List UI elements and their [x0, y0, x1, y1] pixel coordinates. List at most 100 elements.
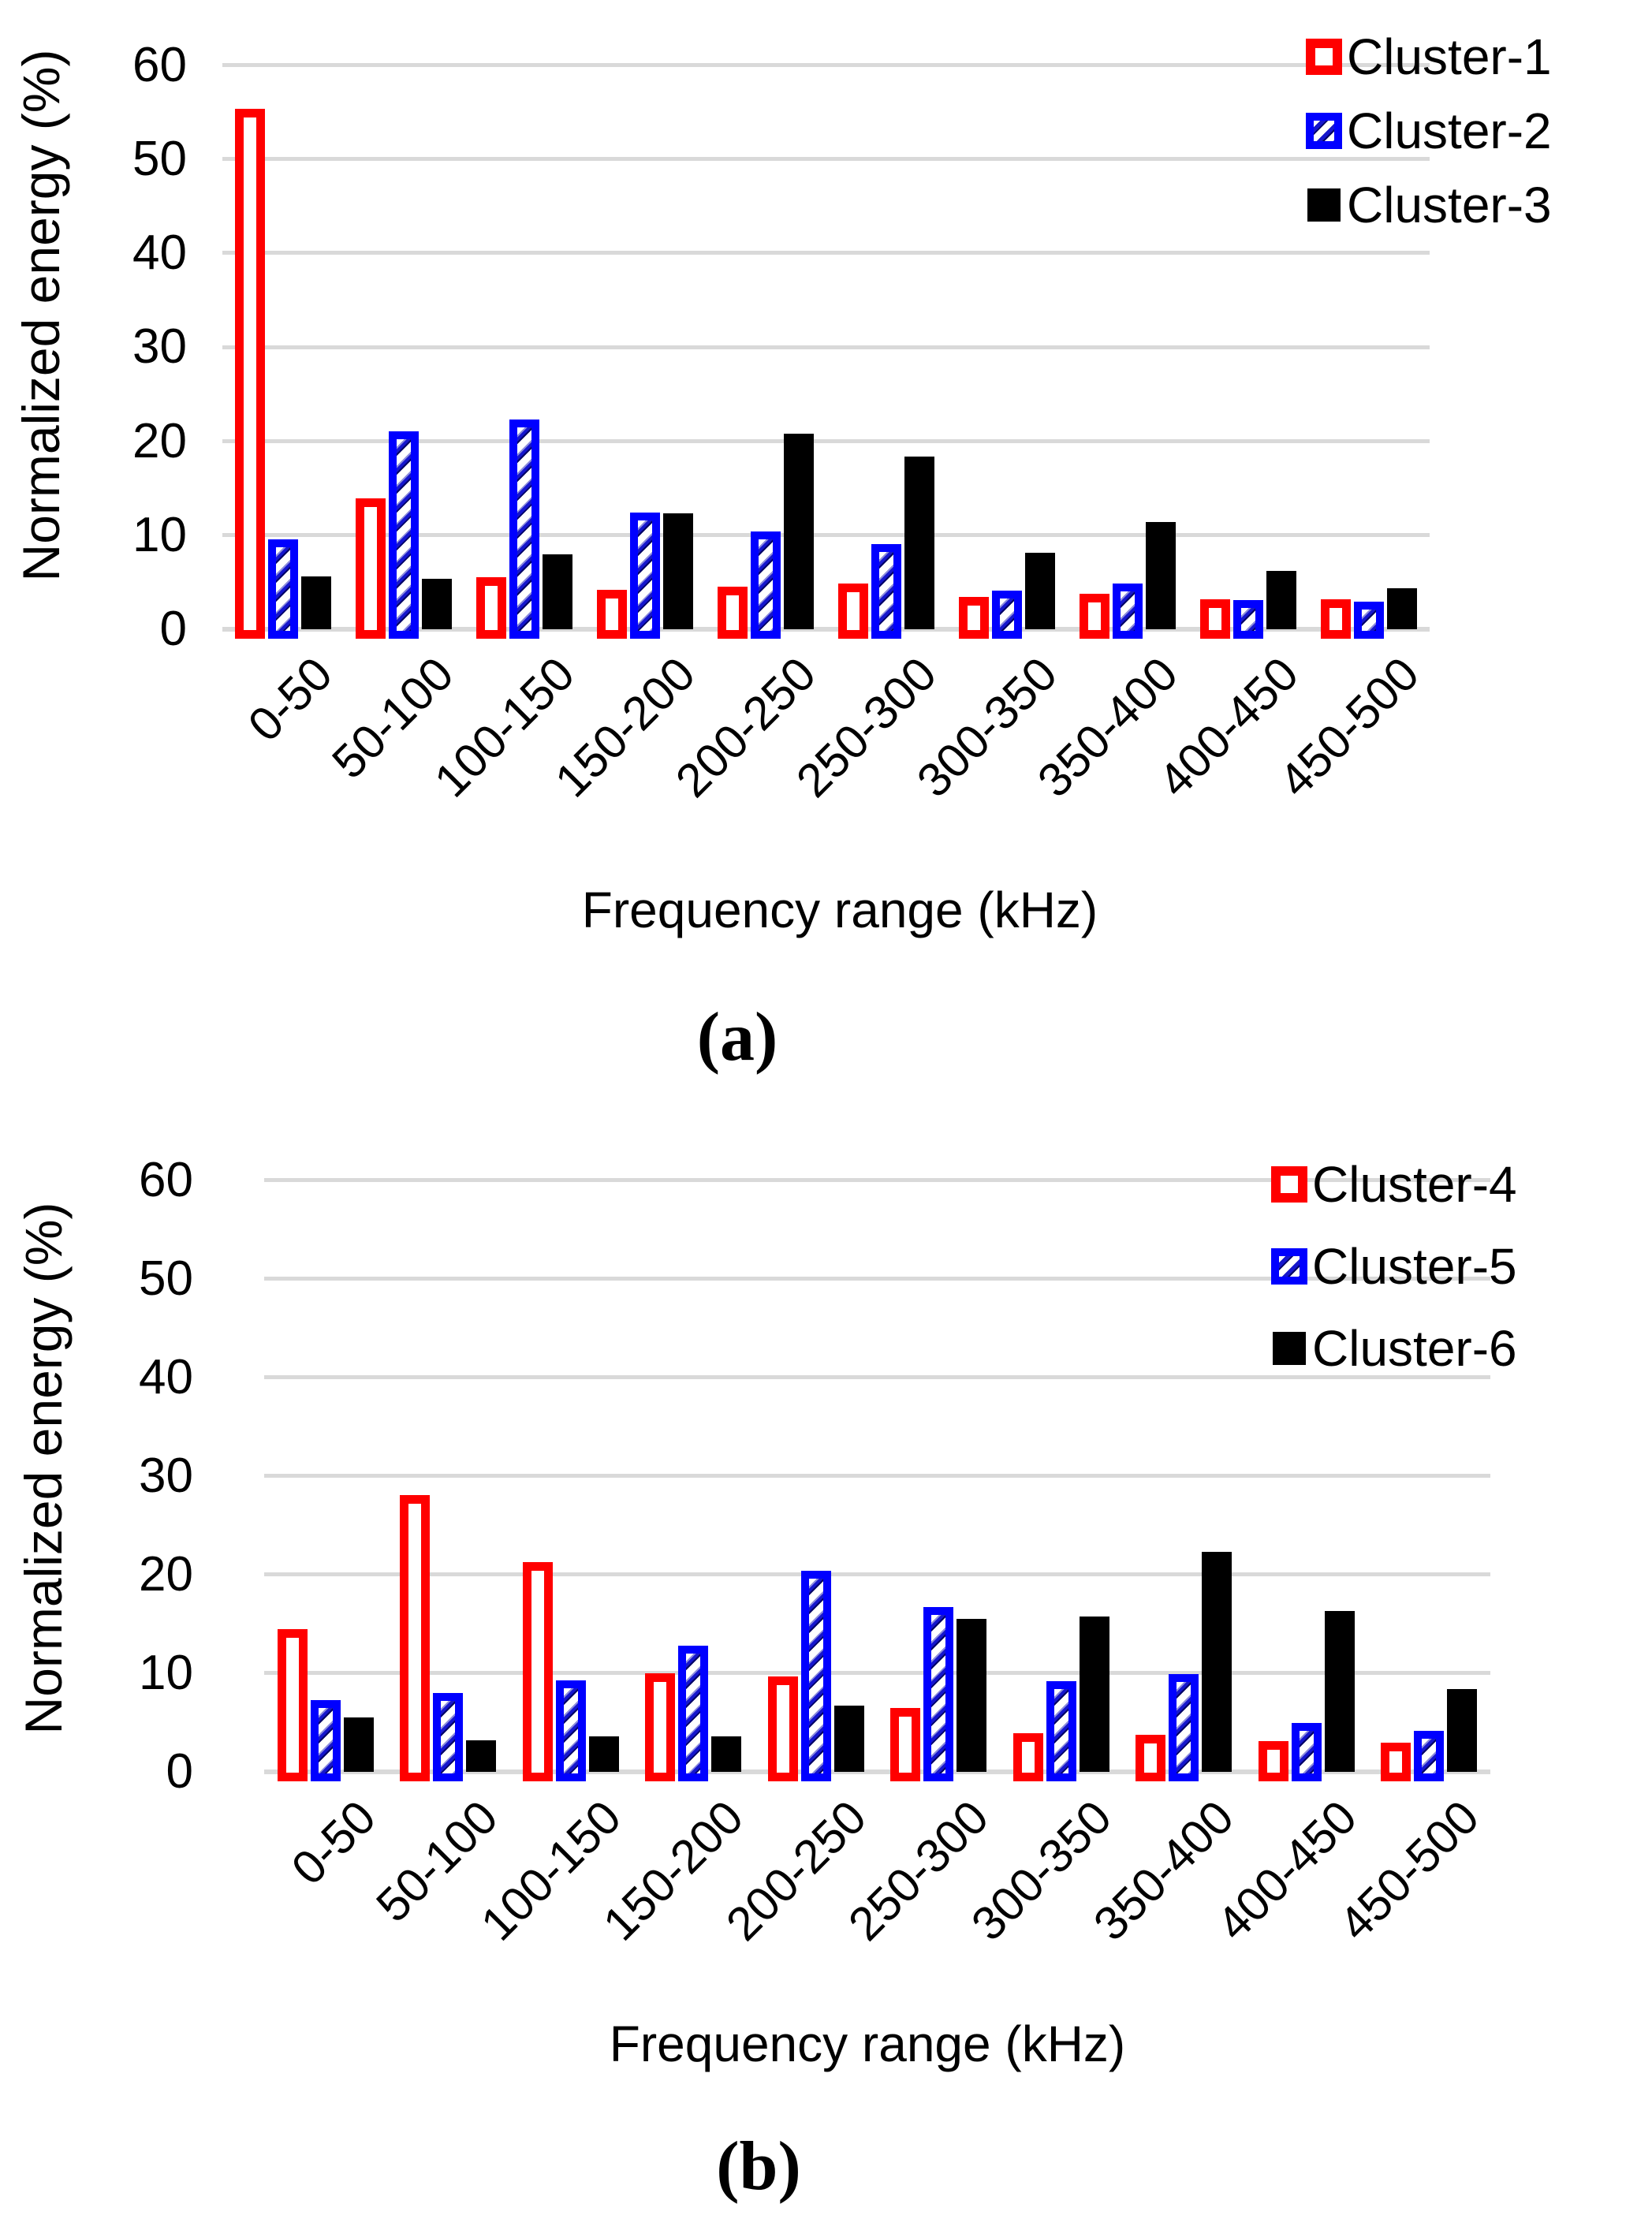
legend-item-cluster-4: Cluster-4 [1271, 1158, 1517, 1211]
y-tick-10-b: 10 [139, 1646, 193, 1700]
bar-cluster-2-250-300 [871, 543, 902, 639]
bar-cluster-1-400-450 [1200, 599, 1231, 639]
bar-cluster-3-0-50 [300, 576, 331, 629]
plot-area-a [222, 63, 1430, 639]
bar-cluster-6-100-150 [588, 1736, 619, 1772]
bar-cluster-1-300-350 [959, 597, 990, 639]
y-tick-10-a: 10 [132, 507, 187, 562]
legend-swatch-cluster-4-icon [1271, 1166, 1307, 1203]
bar-group-100-150-a [464, 65, 584, 639]
gridline-10-b [264, 1671, 1490, 1675]
y-axis-title-a: Normalized energy (%) [12, 49, 70, 582]
legend-swatch-cluster-6-icon [1273, 1332, 1306, 1365]
y-tick-30-b: 30 [139, 1449, 193, 1503]
gridline-40-b [264, 1375, 1490, 1379]
bar-cluster-4-350-400 [1136, 1734, 1166, 1781]
bar-group-200-250-b [755, 1180, 878, 1781]
legend-label-cluster-2: Cluster-2 [1347, 103, 1552, 159]
bar-cluster-5-350-400 [1169, 1674, 1199, 1781]
y-tick-30-a: 30 [132, 319, 187, 375]
gridline-20-a [222, 438, 1430, 443]
bar-cluster-6-200-250 [833, 1706, 864, 1772]
x-axis-line-a [222, 627, 1430, 632]
gridline-50-b [264, 1277, 1490, 1281]
legend-item-cluster-6: Cluster-6 [1271, 1322, 1517, 1375]
bar-cluster-3-50-100 [421, 578, 452, 629]
bar-cluster-5-450-500 [1414, 1730, 1445, 1781]
y-tick-40-a: 40 [132, 226, 187, 281]
bar-cluster-6-350-400 [1202, 1552, 1232, 1772]
legend-label-cluster-5: Cluster-5 [1312, 1238, 1517, 1295]
bar-cluster-3-100-150 [542, 554, 572, 629]
gridline-30-b [264, 1474, 1490, 1478]
bar-cluster-1-200-250 [717, 587, 748, 639]
x-tick-0-50-b: 0-50 [281, 1790, 386, 1895]
bar-cluster-4-200-250 [767, 1676, 798, 1781]
y-tick-60-a: 60 [132, 37, 187, 92]
bar-cluster-2-50-100 [388, 431, 419, 639]
gridline-40-a [222, 251, 1430, 255]
caption-b: (b) [716, 2128, 801, 2205]
bar-cluster-3-300-350 [1025, 553, 1056, 629]
bar-cluster-3-400-450 [1266, 571, 1297, 629]
bar-group-400-450-b [1245, 1180, 1368, 1781]
bar-group-0-50-b [264, 1180, 387, 1781]
x-axis-line-b [264, 1769, 1490, 1774]
bar-cluster-1-450-500 [1321, 599, 1352, 639]
bar-cluster-2-150-200 [629, 513, 660, 639]
bar-cluster-5-150-200 [678, 1646, 709, 1781]
bar-cluster-3-200-250 [783, 434, 814, 629]
y-tick-20-b: 20 [139, 1547, 193, 1602]
bar-group-300-350-b [1000, 1180, 1123, 1781]
legend-swatch-cluster-2-icon [1306, 113, 1342, 149]
legend-item-cluster-2: Cluster-2 [1306, 104, 1552, 158]
bar-cluster-2-200-250 [750, 531, 781, 639]
bar-cluster-5-250-300 [923, 1607, 954, 1781]
bar-group-450-500-b [1368, 1180, 1491, 1781]
bar-cluster-4-100-150 [522, 1561, 553, 1781]
bar-cluster-5-100-150 [555, 1680, 586, 1781]
x-axis-title-a: Frequency range (kHz) [581, 882, 1098, 938]
bar-cluster-5-200-250 [800, 1571, 831, 1781]
y-tick-0-b: 0 [166, 1744, 193, 1799]
bar-cluster-4-250-300 [890, 1707, 921, 1781]
bar-cluster-2-300-350 [992, 591, 1023, 639]
legend-item-cluster-5: Cluster-5 [1271, 1240, 1517, 1293]
bar-group-250-300-b [878, 1180, 1001, 1781]
x-tick-0-50-a: 0-50 [238, 647, 343, 751]
bar-cluster-5-0-50 [310, 1699, 341, 1781]
bar-cluster-6-150-200 [711, 1736, 742, 1772]
bar-cluster-3-150-200 [662, 513, 693, 629]
gridline-20-b [264, 1572, 1490, 1576]
bar-cluster-5-50-100 [433, 1693, 464, 1781]
y-tick-50-a: 50 [132, 132, 187, 187]
bar-cluster-6-300-350 [1079, 1616, 1109, 1772]
bar-group-300-350-a [947, 65, 1068, 639]
y-tick-60-b: 60 [139, 1153, 193, 1207]
bar-cluster-6-0-50 [343, 1717, 374, 1772]
bar-cluster-1-0-50 [234, 108, 265, 639]
legend-label-cluster-6: Cluster-6 [1312, 1320, 1517, 1377]
bar-cluster-5-300-350 [1046, 1681, 1076, 1781]
gridline-50-a [222, 157, 1430, 162]
bar-cluster-4-0-50 [277, 1628, 308, 1781]
legend-b: Cluster-4 Cluster-5 Cluster-6 [1271, 1158, 1517, 1404]
bar-cluster-5-400-450 [1291, 1722, 1322, 1781]
bar-group-50-100-b [387, 1180, 510, 1781]
legend-item-cluster-3: Cluster-3 [1306, 178, 1552, 232]
legend-label-cluster-3: Cluster-3 [1347, 177, 1552, 233]
x-axis-title-b: Frequency range (kHz) [609, 2016, 1126, 2072]
legend-swatch-cluster-1-icon [1306, 39, 1342, 75]
bar-group-400-450-a [1188, 65, 1309, 639]
bar-group-0-50-a [222, 65, 343, 639]
legend-item-cluster-1: Cluster-1 [1306, 30, 1552, 84]
y-tick-50-b: 50 [139, 1251, 193, 1306]
plot-area-b [264, 1178, 1491, 1781]
y-tick-20-a: 20 [132, 413, 187, 468]
bar-cluster-3-250-300 [904, 456, 935, 629]
legend-swatch-cluster-3-icon [1307, 188, 1341, 222]
bar-group-150-200-a [584, 65, 705, 639]
bar-group-350-400-a [1068, 65, 1188, 639]
bar-cluster-2-450-500 [1354, 602, 1385, 639]
bar-cluster-2-0-50 [267, 539, 298, 639]
